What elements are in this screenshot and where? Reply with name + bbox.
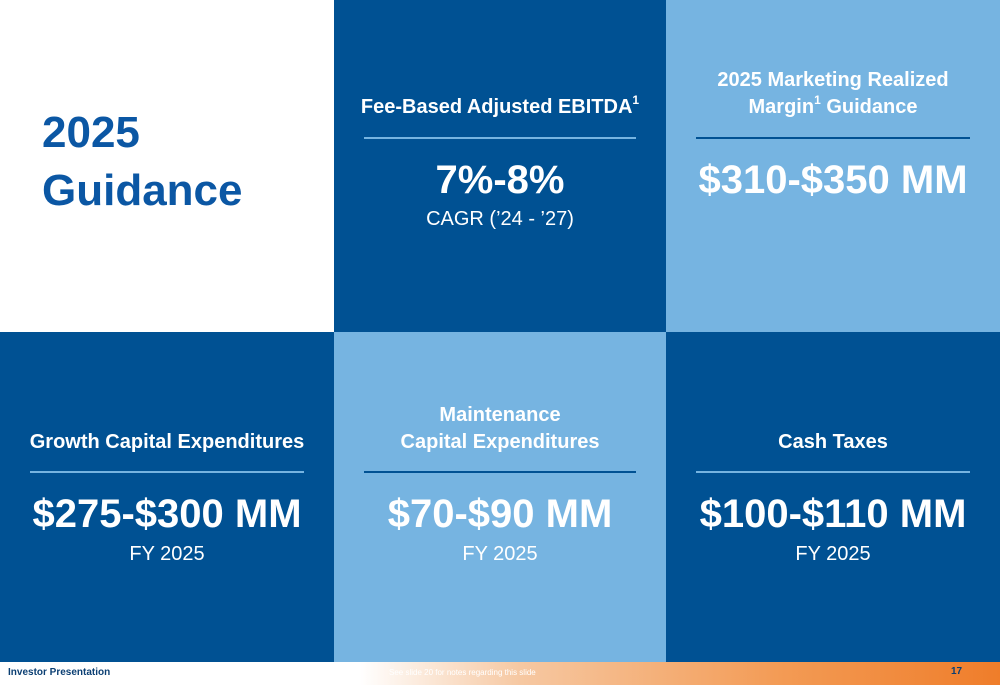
page-number: 17	[951, 666, 963, 677]
card-marketing-margin: 2025 Marketing Realized Margin1 Guidance…	[666, 0, 1000, 332]
card-heading-text: Margin	[748, 96, 815, 118]
footer-note: See slide 20 for notes regarding this sl…	[389, 668, 536, 677]
card-fee-based-ebitda: Fee-Based Adjusted EBITDA1 7%-8% CAGR (’…	[334, 0, 666, 332]
card-heading: Cash Taxes	[778, 431, 888, 453]
page-title: 2025 Guidance	[42, 104, 243, 220]
guidance-grid: 2025 Guidance Fee-Based Adjusted EBITDA1…	[0, 0, 1000, 662]
card-cash-taxes: Cash Taxes $100-$110 MM FY 2025	[666, 332, 1000, 662]
title-panel: 2025 Guidance	[0, 0, 334, 332]
divider-rule	[364, 471, 636, 473]
footnote-marker: 1	[632, 93, 640, 107]
card-heading-text: Guidance	[820, 96, 918, 118]
card-maintenance-capex: Maintenance Capital Expenditures $70-$90…	[334, 332, 666, 662]
card-heading: Fee-Based Adjusted EBITDA1	[334, 94, 666, 121]
card-heading-text: Fee-Based Adjusted EBITDA	[360, 96, 633, 118]
divider-rule	[30, 471, 304, 473]
card-value: $100-$110 MM	[699, 492, 967, 536]
card-value: 7%-8%	[435, 158, 565, 202]
card-subtext: FY 2025	[462, 543, 538, 565]
card-value: $275-$300 MM	[32, 492, 302, 536]
card-heading-line2: Capital Expenditures	[400, 431, 600, 453]
card-subtext: CAGR (’24 - ’27)	[426, 208, 574, 230]
divider-rule	[696, 137, 970, 139]
card-heading-line2: Margin1 Guidance	[666, 94, 1000, 121]
card-growth-capex: Growth Capital Expenditures $275-$300 MM…	[0, 332, 334, 662]
footnote-marker: 1	[814, 93, 821, 107]
divider-rule	[696, 471, 970, 473]
page-title-word: Guidance	[42, 166, 243, 215]
footer-title: Investor Presentation	[8, 667, 111, 678]
slide-footer: Investor Presentation See slide 20 for n…	[0, 662, 1000, 685]
page-title-year: 2025	[42, 108, 140, 157]
card-heading: Maintenance Capital Expenditures	[334, 402, 666, 456]
card-value: $70-$90 MM	[387, 492, 613, 536]
card-heading: Growth Capital Expenditures	[29, 431, 305, 453]
card-value: $310-$350 MM	[698, 158, 968, 202]
card-heading-line1: Maintenance	[439, 404, 561, 426]
card-subtext: FY 2025	[129, 543, 205, 565]
card-subtext: FY 2025	[795, 543, 871, 565]
card-heading: 2025 Marketing Realized Margin1 Guidance	[666, 67, 1000, 121]
card-heading-line1: 2025 Marketing Realized	[717, 69, 949, 91]
divider-rule	[364, 137, 636, 139]
